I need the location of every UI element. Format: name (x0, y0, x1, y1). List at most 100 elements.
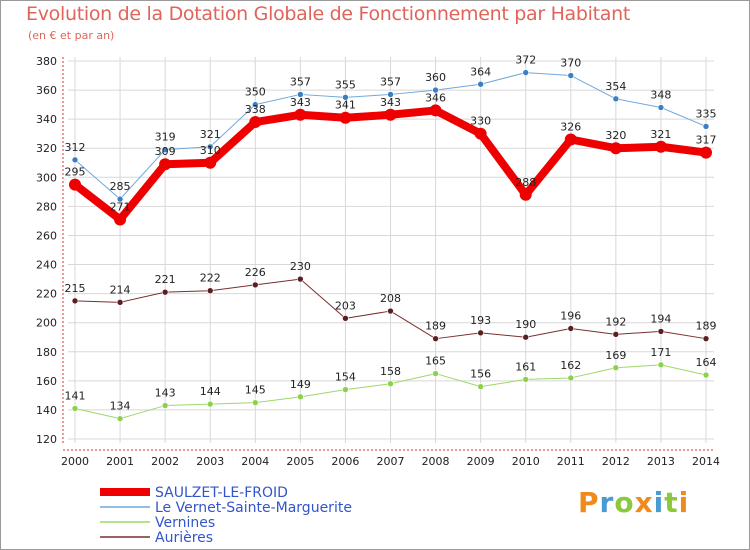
data-point (71, 297, 79, 305)
data-label: 372 (515, 54, 536, 67)
data-label: 343 (290, 96, 311, 109)
data-label: 193 (470, 314, 491, 327)
x-tick-label: 2011 (557, 455, 585, 468)
data-label: 145 (245, 384, 266, 397)
data-label: 192 (605, 315, 626, 328)
data-label: 143 (155, 387, 176, 400)
data-point (567, 325, 575, 332)
data-point (387, 307, 394, 315)
data-point (567, 72, 575, 79)
data-label: 190 (515, 318, 536, 331)
data-point (477, 329, 484, 337)
legend-label: SAULZET-LE-FROID (155, 485, 288, 501)
data-point (114, 213, 127, 226)
data-point (519, 188, 532, 201)
data-label: 350 (245, 86, 266, 99)
data-point (700, 146, 712, 159)
data-label: 364 (470, 65, 491, 78)
y-tick-label: 240 (36, 259, 57, 272)
data-label: 330 (470, 115, 491, 128)
x-tick-label: 2005 (286, 455, 314, 468)
data-point (339, 111, 352, 124)
data-point (249, 116, 262, 129)
data-label: 141 (65, 389, 86, 402)
data-label: 134 (110, 400, 131, 413)
data-point (161, 402, 169, 409)
data-label: 309 (155, 145, 176, 158)
data-point (654, 140, 667, 153)
data-point (522, 333, 530, 341)
data-label: 357 (380, 75, 401, 88)
x-tick-label: 2008 (422, 455, 450, 468)
data-label: 370 (560, 57, 581, 70)
data-point (522, 376, 530, 383)
data-point (116, 299, 124, 306)
data-point (342, 94, 349, 101)
data-label: 156 (470, 368, 491, 381)
data-label: 285 (110, 180, 131, 193)
data-label: 154 (335, 371, 356, 384)
data-point (387, 380, 394, 388)
logo-letter: r (599, 486, 615, 519)
y-tick-label: 300 (36, 171, 57, 184)
data-label: 321 (650, 128, 671, 141)
data-point (116, 415, 124, 422)
x-tick-label: 2001 (106, 455, 134, 468)
data-point (161, 288, 169, 296)
data-label: 189 (425, 320, 446, 333)
x-tick-label: 2000 (61, 455, 89, 468)
data-point (159, 158, 172, 171)
x-tick-label: 2004 (241, 455, 269, 468)
data-label: 288 (515, 176, 536, 189)
data-point (612, 95, 620, 103)
data-label: 320 (605, 129, 626, 142)
x-tick-label: 2014 (692, 455, 720, 468)
data-label: 360 (425, 71, 446, 84)
data-point (432, 86, 439, 94)
data-label: 295 (65, 166, 86, 179)
data-label: 222 (200, 272, 221, 285)
y-tick-label: 260 (36, 229, 57, 242)
logo-letter: i (653, 486, 665, 519)
data-point (432, 370, 439, 377)
data-label: 338 (245, 103, 266, 116)
data-label: 215 (65, 282, 86, 295)
data-point (204, 156, 217, 169)
data-label: 158 (380, 365, 401, 378)
y-tick-label: 120 (36, 433, 57, 446)
data-label: 203 (335, 299, 356, 312)
x-tick-label: 2009 (467, 455, 495, 468)
data-point (206, 143, 214, 151)
legend-label: Le Vernet-Sainte-Marguerite (155, 500, 352, 516)
y-tick-label: 160 (36, 375, 57, 388)
data-point (297, 275, 304, 283)
data-label: 310 (200, 144, 221, 157)
data-label: 189 (696, 320, 717, 333)
data-point (297, 393, 304, 401)
data-label: 335 (696, 107, 717, 120)
y-tick-label: 360 (36, 84, 57, 97)
data-point (71, 405, 79, 412)
chart-title: Evolution de la Dotation Globale de Fonc… (26, 3, 631, 25)
data-point (297, 91, 304, 98)
y-tick-label: 200 (36, 317, 57, 330)
data-label: 357 (290, 75, 311, 88)
data-point (477, 383, 484, 390)
data-label: 169 (605, 349, 626, 362)
data-label: 221 (155, 273, 176, 286)
y-tick-label: 180 (36, 346, 57, 359)
data-label: 271 (110, 200, 131, 213)
data-point (206, 287, 214, 295)
data-label: 354 (605, 80, 626, 93)
data-point (342, 315, 349, 322)
data-label: 343 (380, 96, 401, 109)
data-label: 341 (335, 99, 356, 112)
data-point (702, 123, 710, 130)
data-point (387, 91, 394, 98)
data-label: 194 (650, 312, 671, 325)
y-tick-label: 320 (36, 142, 57, 155)
series-layer (69, 69, 712, 422)
data-label: 196 (560, 310, 581, 323)
